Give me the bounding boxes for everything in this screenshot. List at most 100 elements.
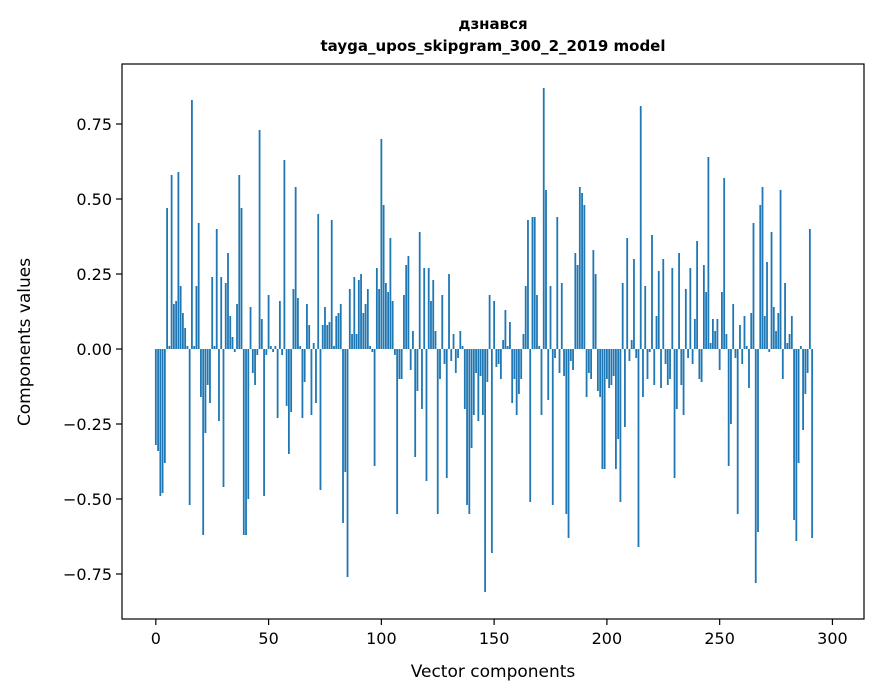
bar-278 bbox=[781, 349, 784, 379]
bar-72 bbox=[317, 214, 320, 349]
bar-99 bbox=[378, 289, 380, 349]
bar-22 bbox=[204, 349, 207, 433]
bar-207 bbox=[621, 283, 624, 349]
bar-65 bbox=[301, 349, 304, 418]
bar-238 bbox=[691, 349, 694, 364]
bar-114 bbox=[412, 331, 414, 349]
bar-123 bbox=[432, 280, 435, 349]
bar-275 bbox=[775, 331, 777, 349]
bar-205 bbox=[617, 349, 620, 439]
bar-171 bbox=[540, 349, 543, 415]
x-axis-label: Vector components bbox=[411, 662, 576, 682]
bar-62 bbox=[294, 187, 297, 349]
bar-163 bbox=[522, 334, 525, 349]
bar-69 bbox=[310, 349, 313, 415]
bar-23 bbox=[206, 349, 209, 385]
bar-191 bbox=[585, 349, 588, 397]
bar-148 bbox=[488, 295, 491, 349]
bar-216 bbox=[642, 349, 644, 397]
bar-182 bbox=[565, 349, 568, 514]
bar-89 bbox=[355, 334, 358, 349]
bar-206 bbox=[619, 349, 622, 502]
bar-257 bbox=[734, 349, 737, 358]
bar-196 bbox=[596, 349, 599, 391]
bar-218 bbox=[646, 349, 649, 379]
bar-261 bbox=[743, 316, 746, 349]
bar-141 bbox=[472, 349, 475, 415]
bar-14 bbox=[186, 346, 189, 349]
bar-274 bbox=[772, 307, 775, 349]
bar-271 bbox=[766, 262, 768, 349]
bar-192 bbox=[587, 349, 590, 373]
bar-194 bbox=[592, 250, 595, 349]
x-tick-label: 0 bbox=[151, 629, 161, 648]
bar-265 bbox=[752, 223, 755, 349]
bar-289 bbox=[806, 349, 809, 373]
bar-41 bbox=[247, 349, 250, 499]
bar-153 bbox=[499, 349, 502, 379]
bar-66 bbox=[303, 349, 306, 382]
bar-210 bbox=[628, 349, 631, 361]
bar-256 bbox=[732, 304, 735, 349]
bar-53 bbox=[274, 346, 277, 349]
bar-272 bbox=[768, 349, 771, 352]
bar-247 bbox=[711, 319, 714, 349]
x-tick-label: 300 bbox=[817, 629, 848, 648]
bar-215 bbox=[639, 106, 642, 349]
bar-31 bbox=[224, 283, 227, 349]
bar-24 bbox=[209, 349, 211, 403]
bar-270 bbox=[763, 316, 766, 349]
bar-149 bbox=[490, 349, 493, 553]
bar-214 bbox=[637, 349, 640, 547]
bar-258 bbox=[736, 349, 739, 514]
bar-236 bbox=[687, 349, 689, 358]
bar-167 bbox=[531, 217, 534, 349]
bar-3 bbox=[161, 349, 164, 493]
bar-25 bbox=[211, 277, 214, 349]
y-tick-label: 0.50 bbox=[76, 190, 112, 209]
bar-116 bbox=[416, 349, 419, 391]
bar-140 bbox=[470, 349, 473, 448]
bar-30 bbox=[222, 349, 225, 487]
bar-264 bbox=[750, 313, 753, 349]
bar-291 bbox=[811, 349, 814, 538]
bar-52 bbox=[272, 349, 274, 352]
bar-77 bbox=[328, 322, 331, 349]
bar-40 bbox=[245, 349, 247, 535]
bar-186 bbox=[574, 253, 577, 349]
bar-240 bbox=[696, 241, 698, 349]
bar-142 bbox=[475, 349, 477, 373]
bar-164 bbox=[524, 286, 527, 349]
bar-103 bbox=[387, 292, 390, 349]
bar-1 bbox=[157, 349, 159, 451]
bar-100 bbox=[380, 139, 383, 349]
bar-4 bbox=[163, 349, 166, 463]
bar-263 bbox=[748, 349, 750, 388]
bar-84 bbox=[344, 349, 347, 472]
bar-144 bbox=[479, 349, 482, 376]
x-tick-label: 50 bbox=[258, 629, 278, 648]
bar-223 bbox=[657, 271, 660, 349]
bar-282 bbox=[790, 316, 793, 349]
bar-185 bbox=[572, 349, 574, 370]
bar-67 bbox=[306, 304, 308, 349]
bar-35 bbox=[233, 349, 236, 352]
bar-18 bbox=[195, 286, 198, 349]
bar-217 bbox=[644, 286, 647, 349]
bar-51 bbox=[269, 346, 272, 349]
bar-146 bbox=[484, 349, 486, 592]
bar-132 bbox=[452, 334, 455, 349]
bar-75 bbox=[324, 307, 326, 349]
y-tick-label: −0.75 bbox=[63, 565, 112, 584]
bar-175 bbox=[549, 286, 552, 349]
bar-151 bbox=[495, 349, 498, 367]
bar-87 bbox=[351, 334, 353, 349]
bar-227 bbox=[666, 349, 669, 385]
bar-45 bbox=[256, 349, 259, 355]
bar-125 bbox=[436, 349, 439, 514]
bar-199 bbox=[603, 349, 606, 469]
bar-47 bbox=[260, 319, 263, 349]
bar-168 bbox=[533, 217, 536, 349]
bar-79 bbox=[333, 346, 335, 349]
bar-137 bbox=[463, 349, 466, 409]
